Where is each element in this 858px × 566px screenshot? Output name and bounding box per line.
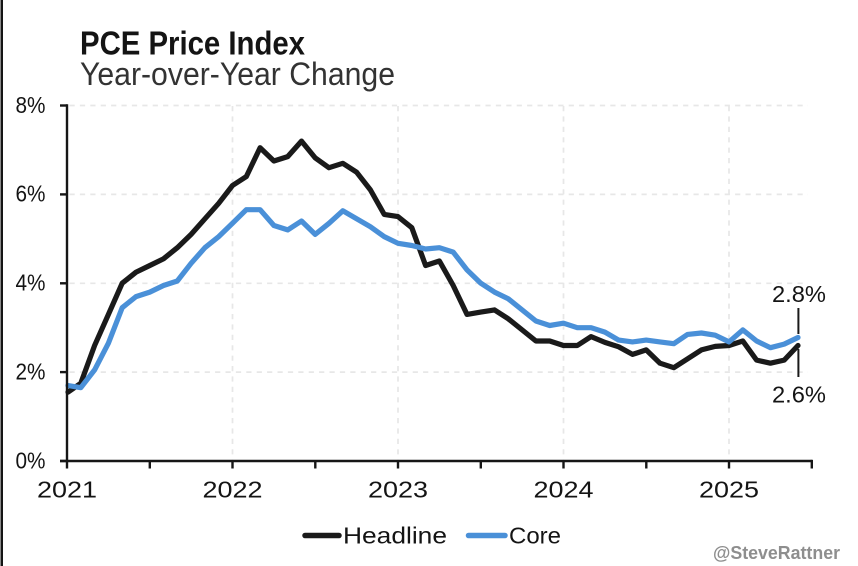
svg-text:6%: 6% bbox=[16, 181, 46, 207]
svg-text:2%: 2% bbox=[16, 358, 46, 384]
svg-text:@SteveRattner: @SteveRattner bbox=[713, 543, 840, 563]
svg-text:2023: 2023 bbox=[368, 477, 428, 503]
svg-text:2.6%: 2.6% bbox=[772, 382, 826, 408]
svg-text:Headline: Headline bbox=[343, 523, 447, 549]
svg-text:2024: 2024 bbox=[534, 477, 594, 503]
svg-text:2021: 2021 bbox=[37, 477, 97, 503]
svg-text:2.8%: 2.8% bbox=[772, 281, 826, 307]
svg-text:8%: 8% bbox=[16, 92, 46, 118]
svg-text:Core: Core bbox=[509, 523, 561, 549]
svg-text:Year-over-Year Change: Year-over-Year Change bbox=[80, 56, 395, 92]
svg-text:PCE Price Index: PCE Price Index bbox=[80, 25, 306, 62]
svg-text:0%: 0% bbox=[16, 447, 46, 473]
svg-text:2022: 2022 bbox=[203, 477, 263, 503]
svg-text:4%: 4% bbox=[16, 270, 46, 296]
svg-text:2025: 2025 bbox=[699, 477, 759, 503]
